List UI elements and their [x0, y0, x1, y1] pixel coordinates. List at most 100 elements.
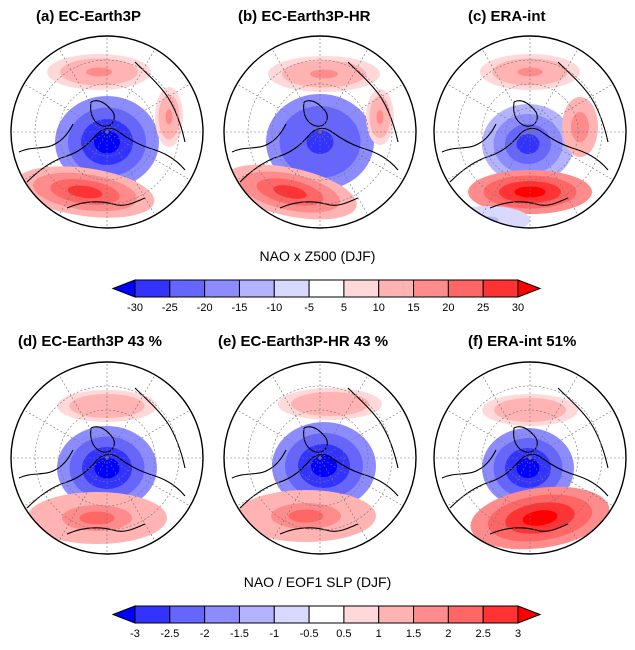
map-panel-d-coastline-1 — [18, 449, 74, 479]
colorbar-2-tick-label-2: -2 — [200, 628, 210, 640]
colorbar-2-bin-7 — [378, 605, 415, 624]
map-panel-b-coastline-0 — [239, 127, 399, 183]
map-panel-e-coastline-3 — [279, 523, 359, 535]
colorbar-1-bin-8 — [413, 279, 449, 298]
colorbar-1-bin-1 — [169, 279, 206, 298]
colorbar-1-bin-4 — [273, 279, 310, 298]
map-panel-e-anomaly-2-level-3 — [317, 400, 343, 408]
map-panel-c-coastline-3 — [489, 197, 569, 209]
colorbar-1-bin-3 — [238, 279, 275, 298]
map-panel-b-coastline-2 — [347, 61, 399, 143]
colorbar-1-high-arrow — [517, 279, 542, 298]
map-panel-a-meridian-330 — [106, 83, 191, 133]
map-panel-e — [223, 361, 417, 555]
map-panel-a-meridian-240 — [58, 48, 108, 133]
map-panel-b-anomaly-3-level-3 — [376, 110, 384, 124]
colorbar-1-tick-label-8: 15 — [407, 302, 419, 314]
colorbar-2-low-arrow — [111, 605, 136, 624]
map-panel-b-anomaly-1-level-3 — [273, 185, 307, 199]
map-panel-b-meridian-240 — [271, 48, 321, 133]
map-panel-c — [433, 35, 627, 229]
colorbar-2-title: NAO / EOF1 SLP (DJF) — [243, 574, 392, 590]
colorbar-1-tick-label-9: 20 — [442, 302, 454, 314]
map-panel-c-anomaly-4-level-1 — [456, 209, 520, 228]
map-panel-f-coastline-2 — [557, 387, 609, 469]
map-panel-b-coastline-3 — [279, 197, 359, 209]
map-panel-d-coastline-2 — [134, 387, 186, 469]
map-panel-c-meridian-120 — [481, 131, 531, 216]
map-panel-e-meridian-330 — [319, 409, 404, 459]
map-panel-c-coastline-0 — [449, 127, 609, 183]
map-panel-b-coastline-1 — [231, 123, 287, 153]
map-panel-a-anomaly-1-level-3 — [67, 185, 103, 199]
map-panel-e-anomaly-1-level-3 — [288, 509, 324, 523]
map-panel-c-meridian-300 — [529, 48, 579, 133]
map-panel-a-meridian-30 — [106, 131, 191, 181]
colorbar-1-low-arrow — [111, 279, 136, 298]
map-panel-b-meridian-120 — [271, 131, 321, 216]
colorbar-2-bin-2 — [204, 605, 240, 624]
colorbar-2-tick-label-8: 1.5 — [406, 628, 421, 640]
colorbar-2-bin-5 — [308, 605, 345, 624]
colorbar-2-bin-3 — [238, 605, 275, 624]
colorbar-2-bin-10 — [482, 605, 519, 624]
map-panel-c-anomaly-4-level-2 — [467, 213, 509, 227]
map-panel-f-anomaly-0-level-3 — [516, 458, 540, 478]
colorbar-1-bin-0 — [134, 279, 171, 298]
colorbar-2-tick-label-5: -0.5 — [300, 628, 319, 640]
map-panel-a-meridian-60 — [106, 131, 156, 216]
colorbar-2-bin-6 — [343, 605, 380, 624]
colorbar-2-tick-label-7: 1 — [376, 628, 382, 640]
map-panel-b-anomaly-2-level-3 — [310, 69, 338, 79]
map-panel-a-coastline-1 — [18, 123, 74, 153]
map-panel-e-border — [223, 361, 417, 555]
colorbar-1-bin-9 — [447, 279, 484, 298]
map-panel-f-meridian-120 — [481, 457, 531, 542]
colorbar-1-bin-2 — [204, 279, 240, 298]
map-panel-b-coastline-4 — [303, 100, 328, 127]
map-panel-c-coastline-1 — [441, 123, 497, 153]
colorbar-2-tick-label-9: 2 — [445, 628, 451, 640]
map-panel-d-coastline-4 — [90, 426, 115, 453]
map-panel-e-meridian-60 — [319, 457, 369, 542]
panel-f-title: (f) ERA-int 51% — [468, 333, 577, 350]
map-panel-a-anomaly-3-level-3 — [165, 109, 173, 125]
map-panel-a — [10, 35, 204, 229]
colorbar-1-title: NAO x Z500 (DJF) — [259, 248, 376, 264]
map-panel-f-border — [433, 361, 627, 555]
map-panel-c-border — [433, 35, 627, 229]
map-panel-a-coastline-3 — [66, 197, 146, 209]
colorbar-1-bin-10 — [482, 279, 519, 298]
map-panel-f-coastline-3 — [489, 523, 569, 535]
colorbar-2-bin-1 — [169, 605, 206, 624]
map-panel-f — [433, 361, 627, 555]
map-panel-c-coastline-4 — [513, 100, 538, 127]
panel-e-title: (e) EC-Earth3P-HR 43 % — [218, 333, 389, 350]
map-panel-c-anomaly-3-level-3 — [575, 119, 585, 135]
map-panel-d-meridian-120 — [58, 457, 108, 542]
map-panel-a-coastline-4 — [90, 100, 115, 127]
map-panel-c-anomaly-0-level-3 — [516, 134, 540, 154]
map-panel-d-meridian-150 — [23, 457, 108, 507]
map-panel-e-meridian-30 — [319, 457, 404, 507]
map-panel-e-coastline-4 — [303, 426, 328, 453]
colorbar-1-tick-label-3: -15 — [232, 302, 248, 314]
map-panel-f-coastline-1 — [441, 449, 497, 479]
colorbar-1-tick-label-1: -25 — [162, 302, 178, 314]
map-panel-d-border — [10, 361, 204, 555]
map-panel-f-meridian-60 — [529, 457, 579, 542]
map-panel-b-border — [223, 35, 417, 229]
colorbar-1-bin-6 — [343, 279, 380, 298]
colorbar-2-tick-label-0: -3 — [130, 628, 140, 640]
colorbar-2-tick-label-11: 3 — [515, 628, 521, 640]
colorbar-1-bin-5 — [308, 279, 345, 298]
map-panel-e-coastline-2 — [347, 387, 399, 469]
map-panel-f-coastline-4 — [513, 426, 538, 453]
colorbar-1-tick-label-7: 10 — [373, 302, 385, 314]
map-panel-f-coastline-0 — [449, 453, 609, 509]
colorbar-1-tick-label-10: 25 — [477, 302, 489, 314]
map-panel-f-anomaly-1-level-3 — [522, 510, 558, 526]
map-panel-a-coastline-0 — [26, 127, 186, 183]
colorbar-1-bin-7 — [378, 279, 415, 298]
colorbar-2: -3 -2.5 -2 -1.5 -1 -0.5 0.5 1 1.5 2 2.5 3 — [111, 605, 542, 640]
